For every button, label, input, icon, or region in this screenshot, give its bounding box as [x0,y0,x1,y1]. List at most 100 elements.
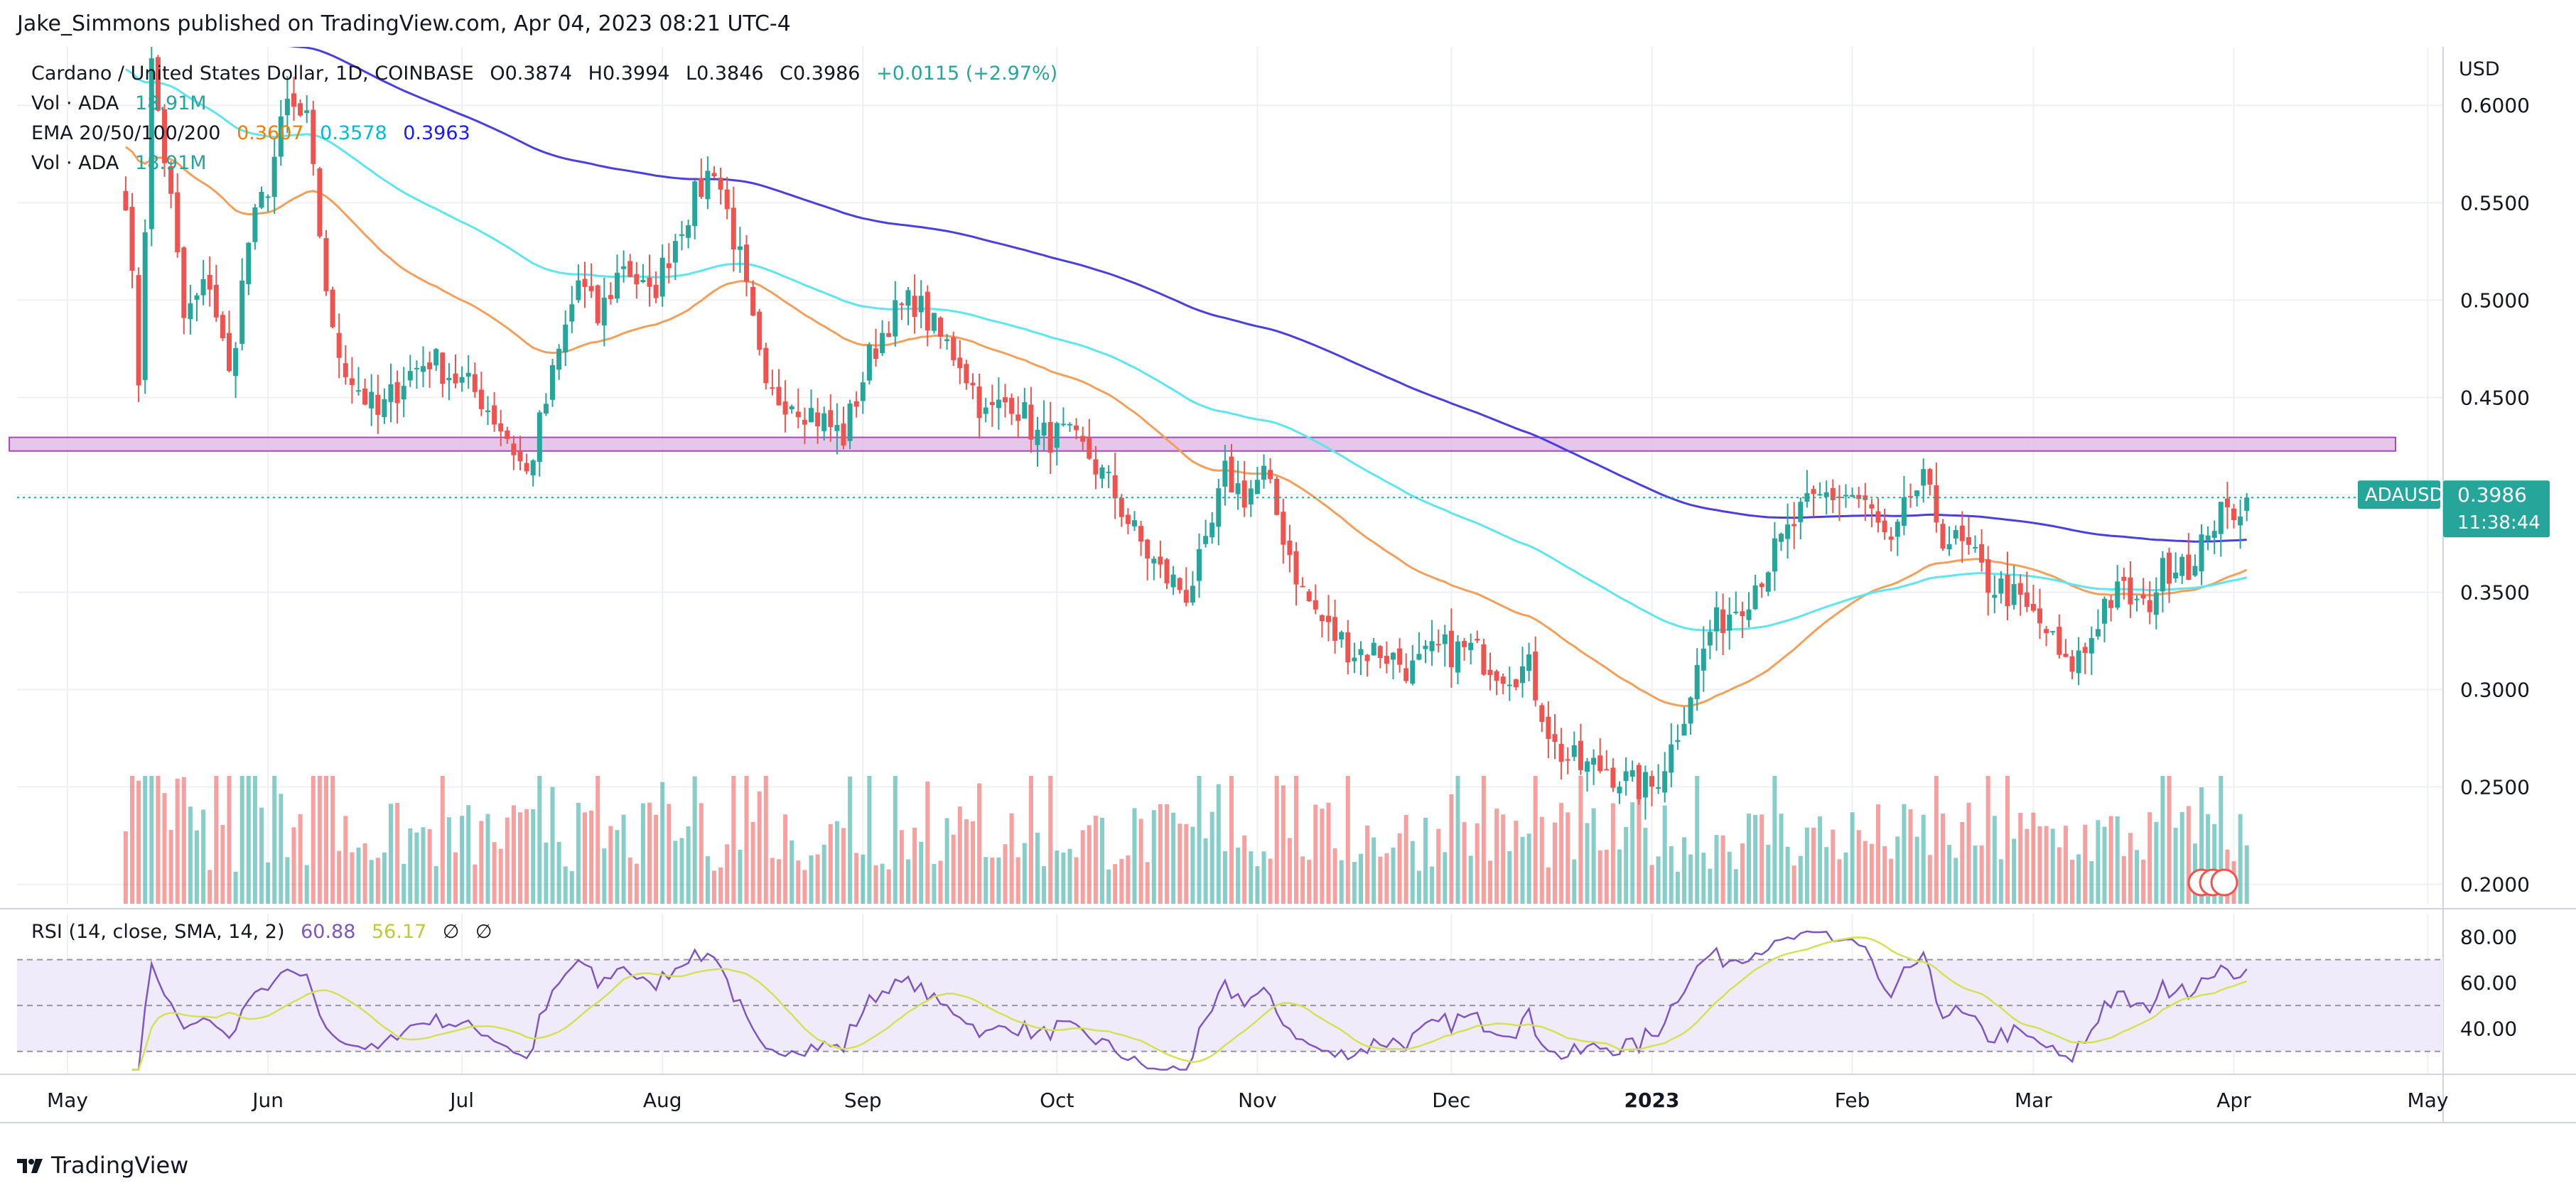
volume-bar-278 [1921,814,1926,904]
candle-body-114 [860,382,866,401]
volume-bar-249 [1733,869,1738,904]
volume-bar-255 [1772,776,1777,904]
volume-bar-98 [757,791,762,904]
volume-bar-146 [1067,848,1072,904]
candle-body-184 [1313,600,1318,610]
volume-bar-114 [861,854,866,904]
volume-bar-9 [181,777,186,904]
candle-body-82 [653,284,659,298]
volume-bar-238 [1662,805,1667,904]
candle-body-106 [809,408,814,423]
volume-bar-297 [2044,826,2049,904]
volume-bar-219 [1539,816,1544,904]
volume-bar-108 [821,844,826,904]
candle-body-162 [1170,574,1176,588]
tradingview-footer[interactable]: TradingView [16,1150,188,1181]
volume-bar-258 [1791,865,1796,904]
candle-body-190 [1352,657,1357,662]
candle-body-86 [679,234,684,236]
candle-body-30 [317,168,323,237]
volume-bar-120 [899,830,904,904]
candle-body-277 [1914,490,1920,497]
candle-body-70 [576,280,581,301]
candle-body-152 [1106,471,1111,473]
volume-bar-110 [834,821,839,904]
volume-bar-308 [2115,816,2120,904]
volume-bar-235 [1643,828,1648,904]
candle-body-292 [2011,584,2017,605]
candle-body-251 [1746,609,1752,620]
candle-body-19 [246,242,252,284]
candle-body-154 [1119,497,1124,517]
candle-body-174 [1248,488,1254,504]
volume-bar-191 [1359,853,1363,904]
candle-body-139 [1022,402,1028,419]
volume-bar-252 [1753,814,1758,904]
candle-body-111 [841,423,846,446]
volume-bar-246 [1714,835,1719,904]
volume-bar-201 [1423,817,1428,904]
candle-body-205 [1448,630,1454,668]
candle-body-169 [1216,488,1222,527]
volume-bar-58 [498,848,503,904]
volume-bar-43 [402,863,406,904]
candle-body-265 [1836,496,1842,498]
candle-body-231 [1617,787,1622,794]
candle-body-196 [1391,652,1396,660]
volume-bar-256 [1779,814,1784,904]
volume-bar-159 [1151,810,1156,904]
volume-bar-213 [1501,814,1506,904]
ema-legend[interactable]: EMA 20/50/100/200 0.3607 0.3578 0.3963 [31,122,480,144]
volume-legend-2[interactable]: Vol · ADA 18.91M [31,152,217,174]
volume-bar-161 [1165,804,1169,904]
volume-bar-251 [1747,814,1751,904]
candle-body-175 [1254,480,1260,495]
candle-body-149 [1087,438,1092,459]
rsi-hide-icon-1[interactable]: ∅ [442,921,460,943]
candle-body-275 [1901,497,1907,526]
volume-bar-102 [783,814,788,904]
rsi-legend[interactable]: RSI (14, close, SMA, 14, 2) 60.88 56.17 … [31,921,502,943]
candle-body-208 [1468,642,1474,650]
y-tick-1: 0.5500 [2460,191,2530,215]
volume-bars [123,776,2249,904]
volume-label: Vol · ADA [31,92,119,114]
volume-bar-319 [2186,806,2191,904]
volume-bar-179 [1281,785,1286,904]
candle-body-258 [1791,524,1797,526]
candle-body-127 [944,339,950,342]
volume-bar-293 [2018,812,2023,904]
volume-bar-135 [996,857,1001,904]
candle-body-24 [278,116,284,157]
volume-bar-124 [925,781,930,904]
volume-bar-318 [2179,811,2184,904]
volume-bar-287 [1979,845,1984,904]
volume-bar-186 [1326,802,1331,904]
candle-body-81 [647,277,652,287]
volume-bar-86 [679,838,684,904]
volume-bar-200 [1416,870,1421,904]
rsi-hide-icon-2[interactable]: ∅ [475,921,492,943]
candle-body-12 [200,279,206,296]
x-tick-6: Nov [1238,1089,1277,1112]
candle-body-243 [1694,664,1700,700]
volume-bar-37 [362,843,367,904]
candle-body-100 [770,387,775,389]
volume-legend[interactable]: Vol · ADA 18.91M [31,92,217,114]
open-value: O0.3874 [490,63,573,85]
candle-body-316 [2167,552,2172,584]
volume-bar-298 [2050,828,2055,904]
candle-body-126 [938,318,943,337]
volume-bar-57 [492,842,497,904]
symbol-legend[interactable]: Cardano / United States Dollar, 1D, COIN… [31,63,1067,85]
candle-body-125 [931,313,937,331]
volume-bar-307 [2108,816,2113,904]
candle-body-220 [1546,716,1551,740]
candle-body-221 [1552,734,1558,742]
volume-bar-104 [796,860,801,904]
candle-body-14 [213,284,219,318]
volume-bar-261 [1811,827,1816,904]
candle-body-283 [1953,530,1958,539]
candle-body-26 [291,93,296,107]
